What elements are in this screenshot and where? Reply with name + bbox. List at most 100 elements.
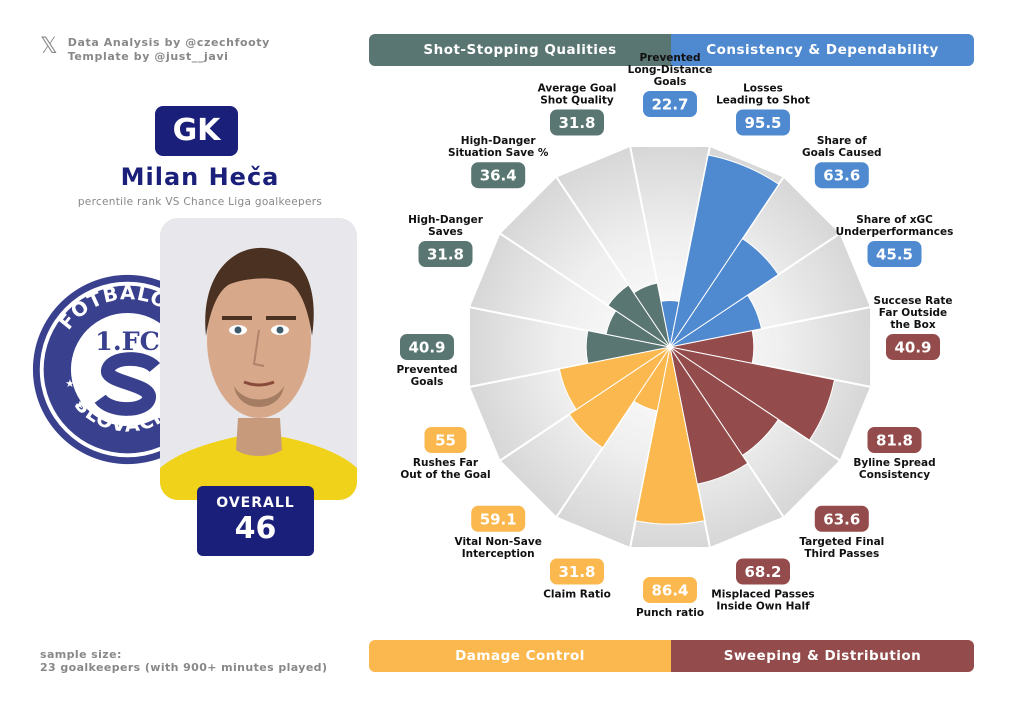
category-header-consistency: Consistency & Dependability bbox=[671, 34, 974, 66]
value-pill bbox=[736, 109, 790, 136]
metric-label: Byline Spread bbox=[853, 457, 935, 469]
player-name: Milan Heča bbox=[120, 163, 280, 191]
value-label: 36.4 bbox=[480, 167, 517, 185]
overall-value: 46 bbox=[234, 511, 277, 546]
value-label: 31.8 bbox=[558, 114, 595, 132]
value-pill bbox=[814, 162, 869, 189]
value-label: 22.7 bbox=[651, 96, 688, 114]
x-logo-icon: 𝕏 bbox=[40, 34, 58, 59]
sample-size-label: sample size: bbox=[40, 648, 122, 661]
credits: 𝕏 Data Analysis by @czechfooty Template … bbox=[40, 34, 270, 64]
polar-bar bbox=[558, 346, 671, 411]
metric-label: High-Danger bbox=[408, 214, 484, 226]
metric-label: Misplaced Passes bbox=[711, 589, 814, 601]
beard-shape bbox=[234, 386, 284, 407]
metric-label: Average Goal bbox=[538, 83, 617, 95]
value-pill bbox=[736, 558, 790, 585]
face-shape bbox=[207, 262, 311, 418]
value-label: 81.8 bbox=[876, 432, 913, 450]
metric-label: Far Outside bbox=[879, 307, 947, 319]
value-pill bbox=[643, 577, 697, 603]
value-label: 95.5 bbox=[744, 114, 781, 132]
value-pill bbox=[400, 334, 454, 360]
sample-size-value: 23 goalkeepers (with 900+ minutes played… bbox=[40, 661, 328, 674]
club-logo-star-icon: ★ bbox=[65, 377, 75, 390]
subtitle: percentile rank VS Chance Liga goalkeepe… bbox=[77, 196, 323, 208]
value-pill bbox=[643, 91, 697, 117]
metric-label: Goals bbox=[654, 76, 687, 88]
credit-template: Template by @just__javi bbox=[67, 50, 229, 63]
polar-bar bbox=[669, 237, 780, 348]
metric-label: the Box bbox=[890, 319, 935, 331]
polar-bar bbox=[669, 346, 836, 441]
sample-size-note: sample size: 23 goalkeepers (with 900+ m… bbox=[40, 648, 327, 674]
metric-label: Saves bbox=[428, 226, 463, 238]
metric-label: Underperformances bbox=[836, 226, 954, 238]
value-pill bbox=[424, 427, 467, 453]
metric-label: Consistency bbox=[859, 469, 930, 481]
nose-line bbox=[252, 329, 265, 367]
metric-label: Prevented bbox=[639, 52, 700, 64]
value-label: 40.9 bbox=[894, 339, 931, 357]
neck-shape bbox=[236, 418, 282, 456]
metric-label: Prevented bbox=[396, 364, 457, 376]
metric-label: Goals bbox=[411, 376, 444, 388]
metric-label: Long-Distance bbox=[628, 64, 713, 76]
overall-badge: OVERALL 46 bbox=[197, 486, 314, 556]
overall-label: OVERALL bbox=[216, 495, 295, 511]
metric-label: Rushes Far bbox=[413, 457, 479, 469]
right-iris bbox=[276, 326, 284, 334]
metric-label: Vital Non-Save bbox=[455, 536, 542, 548]
metric-label: Punch ratio bbox=[636, 607, 704, 619]
polar-bar bbox=[669, 294, 763, 348]
value-pill bbox=[867, 241, 922, 267]
polar-bar bbox=[607, 284, 671, 348]
value-label: 45.5 bbox=[876, 246, 913, 264]
polar-bar bbox=[568, 346, 671, 449]
club-logo-star-icon: ★ bbox=[75, 399, 85, 412]
player-photo bbox=[160, 218, 357, 500]
metric-label: Succese Rate bbox=[874, 295, 953, 307]
credit-analysis: Data Analysis by @czechfooty bbox=[67, 36, 270, 49]
value-pill bbox=[814, 505, 869, 532]
hair-shape bbox=[205, 247, 314, 336]
metric-label: Situation Save % bbox=[448, 147, 549, 159]
category-header-shot-stopping: Shot-Stopping Qualities bbox=[369, 34, 671, 66]
position-badge: GK bbox=[155, 106, 238, 156]
polar-bar bbox=[633, 282, 671, 348]
value-label: 31.8 bbox=[427, 246, 464, 264]
value-label: 40.9 bbox=[408, 339, 445, 357]
value-label: 55 bbox=[435, 432, 456, 450]
metric-label: Inside Own Half bbox=[716, 601, 810, 613]
value-pill bbox=[418, 241, 473, 267]
metric-label: High-Danger bbox=[461, 135, 537, 147]
club-logo-mid-text: 1.FC bbox=[95, 326, 160, 356]
metric-label: Shot Quality bbox=[540, 95, 614, 107]
metric-label: Claim Ratio bbox=[543, 589, 611, 601]
metric-label: Goals Caused bbox=[802, 147, 882, 159]
metric-label: Interception bbox=[462, 548, 535, 560]
jersey-shape bbox=[160, 436, 357, 500]
value-pill bbox=[550, 558, 604, 585]
metric-label: Losses bbox=[743, 83, 783, 95]
polar-bar bbox=[585, 330, 671, 364]
metric-label: Out of the Goal bbox=[400, 469, 490, 481]
value-pill bbox=[550, 109, 604, 136]
metric-label: Targeted Final bbox=[799, 536, 884, 548]
mouth-line bbox=[243, 380, 275, 387]
value-label: 63.6 bbox=[823, 510, 860, 528]
left-iris bbox=[234, 326, 242, 334]
value-label: 68.2 bbox=[744, 563, 781, 581]
value-pill bbox=[471, 162, 526, 189]
metric-label: Third Passes bbox=[804, 548, 879, 560]
value-pill bbox=[471, 505, 526, 532]
polar-bar bbox=[634, 346, 706, 525]
metric-label: Share of bbox=[817, 135, 867, 147]
value-label: 31.8 bbox=[558, 563, 595, 581]
value-label: 59.1 bbox=[480, 510, 517, 528]
metric-label: Share of xGC bbox=[856, 214, 933, 226]
value-pill bbox=[867, 427, 922, 453]
value-pill bbox=[886, 334, 940, 360]
category-header-damage-control: Damage Control bbox=[369, 640, 671, 672]
